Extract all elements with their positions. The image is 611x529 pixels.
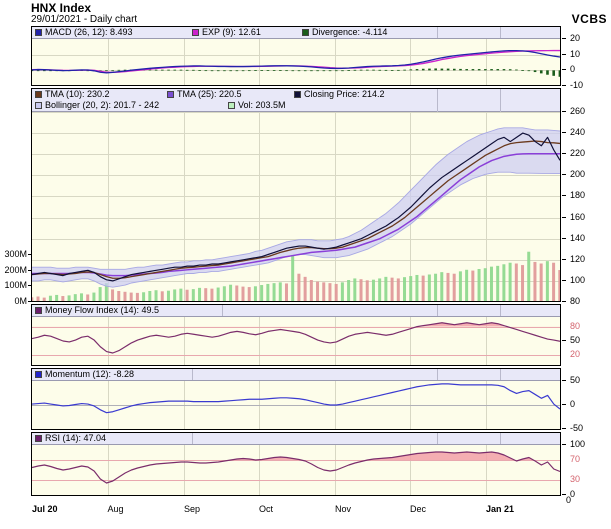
legend-closing-price: Closing Price: 214.2: [294, 89, 385, 100]
mfi-panel: Money Flow Index (14): 49.5: [31, 304, 561, 366]
mfi-swatch: [35, 307, 42, 314]
price-panel: TMA (10): 230.2 TMA (25): 220.5 Closing …: [31, 88, 561, 302]
legend-momentum: Momentum (12): -8.28: [35, 369, 134, 380]
price-ytick-label: 100: [570, 274, 586, 285]
level-line: [32, 405, 560, 406]
x-axis-label: Aug: [107, 504, 124, 514]
oscillator-ytick-label: 20: [570, 349, 581, 360]
x-axis-label: Jan 21: [486, 504, 515, 514]
price-ytick-label: 120: [570, 253, 586, 264]
oscillator-ytick-label: 0: [570, 399, 576, 409]
rsi-panel: RSI (14): 47.04: [31, 432, 561, 496]
legend-volume: Vol: 203.5M: [228, 100, 286, 111]
mfi-plot-area: [32, 305, 560, 365]
chart-subtitle: 29/01/2021 - Daily chart: [31, 14, 138, 25]
price-ytick-label: 220: [570, 148, 586, 159]
legend-bollinger: Bollinger (20, 2): 201.7 - 242: [35, 100, 159, 111]
tma10-swatch: [35, 91, 42, 98]
macd-ytick-label: 20: [570, 33, 581, 43]
price-ytick-label: 180: [570, 190, 586, 201]
momentum-legend: Momentum (12): -8.28: [32, 369, 560, 381]
close-swatch: [294, 91, 301, 98]
level-line: [32, 326, 560, 328]
macd-ytick-label: 0: [570, 64, 576, 75]
macd-swatch: [35, 29, 42, 36]
exp-swatch: [192, 29, 199, 36]
momentum-panel: Momentum (12): -8.28: [31, 368, 561, 430]
oscillator-ytick-label: 80: [570, 320, 581, 331]
level-line: [32, 460, 560, 461]
oscillator-ytick-label: 0: [570, 489, 576, 499]
rsi-swatch: [35, 435, 42, 442]
legend-divergence: Divergence: -4.114: [302, 27, 387, 38]
x-axis-label: Nov: [335, 504, 352, 514]
volume-ytick-label: 100M: [4, 280, 27, 291]
legend-macd: MACD (26, 12): 8.493: [35, 27, 133, 38]
chart-header: HNX Index 29/01/2021 - Daily chart VCBS: [0, 0, 611, 26]
level-line: [32, 480, 560, 481]
volume-ytick-label: 0M: [14, 296, 27, 306]
momentum-plot-area: [32, 369, 560, 429]
price-ytick-label: 80: [570, 296, 581, 306]
macd-panel: MACD (26, 12): 8.493 EXP (9): 12.61 Dive…: [31, 26, 561, 86]
tma25-swatch: [167, 91, 174, 98]
momentum-swatch: [35, 371, 42, 378]
macd-ytick-label: 10: [570, 48, 581, 59]
legend-mfi: Money Flow Index (14): 49.5: [35, 305, 159, 316]
brand-label: VCBS: [571, 12, 607, 26]
macd-ytick-label: -10: [570, 80, 584, 90]
mfi-legend: Money Flow Index (14): 49.5: [32, 305, 560, 317]
macd-plot-area: [32, 27, 560, 85]
divergence-swatch: [302, 29, 309, 36]
oscillator-ytick-label: 100: [570, 439, 586, 449]
legend-tma25: TMA (25): 220.5: [167, 89, 242, 100]
legend-tma10: TMA (10): 230.2: [35, 89, 110, 100]
price-ytick-label: 240: [570, 127, 586, 138]
level-line: [32, 355, 560, 357]
rsi-legend: RSI (14): 47.04: [32, 433, 560, 445]
x-axis-zero-label: 0: [566, 495, 572, 505]
volume-ytick-label: 300M: [4, 248, 27, 259]
volume-swatch: [228, 102, 235, 109]
oscillator-ytick-label: -50: [570, 423, 584, 433]
volume-ytick-label: 200M: [4, 264, 27, 275]
x-axis-label: Jul 20: [32, 504, 58, 514]
price-ytick-label: 200: [570, 169, 586, 180]
x-axis-label: Sep: [184, 504, 201, 514]
oscillator-ytick-label: 50: [570, 335, 581, 345]
page-title: HNX Index: [31, 1, 92, 15]
oscillator-ytick-label: 50: [570, 375, 581, 385]
bollinger-swatch: [35, 102, 42, 109]
x-axis-label: Oct: [259, 504, 274, 514]
legend-exp: EXP (9): 12.61: [192, 27, 261, 38]
macd-legend: MACD (26, 12): 8.493 EXP (9): 12.61 Dive…: [32, 27, 560, 39]
price-legend: TMA (10): 230.2 TMA (25): 220.5 Closing …: [32, 89, 560, 112]
price-ytick-label: 140: [570, 232, 586, 243]
oscillator-ytick-label: 30: [570, 474, 581, 484]
x-axis-label: Dec: [410, 504, 427, 514]
legend-rsi: RSI (14): 47.04: [35, 433, 106, 444]
price-ytick-label: 260: [570, 106, 586, 116]
price-ytick-label: 160: [570, 211, 586, 222]
oscillator-ytick-label: 70: [570, 454, 581, 464]
price-plot-area: [32, 89, 560, 301]
rsi-plot-area: [32, 433, 560, 495]
